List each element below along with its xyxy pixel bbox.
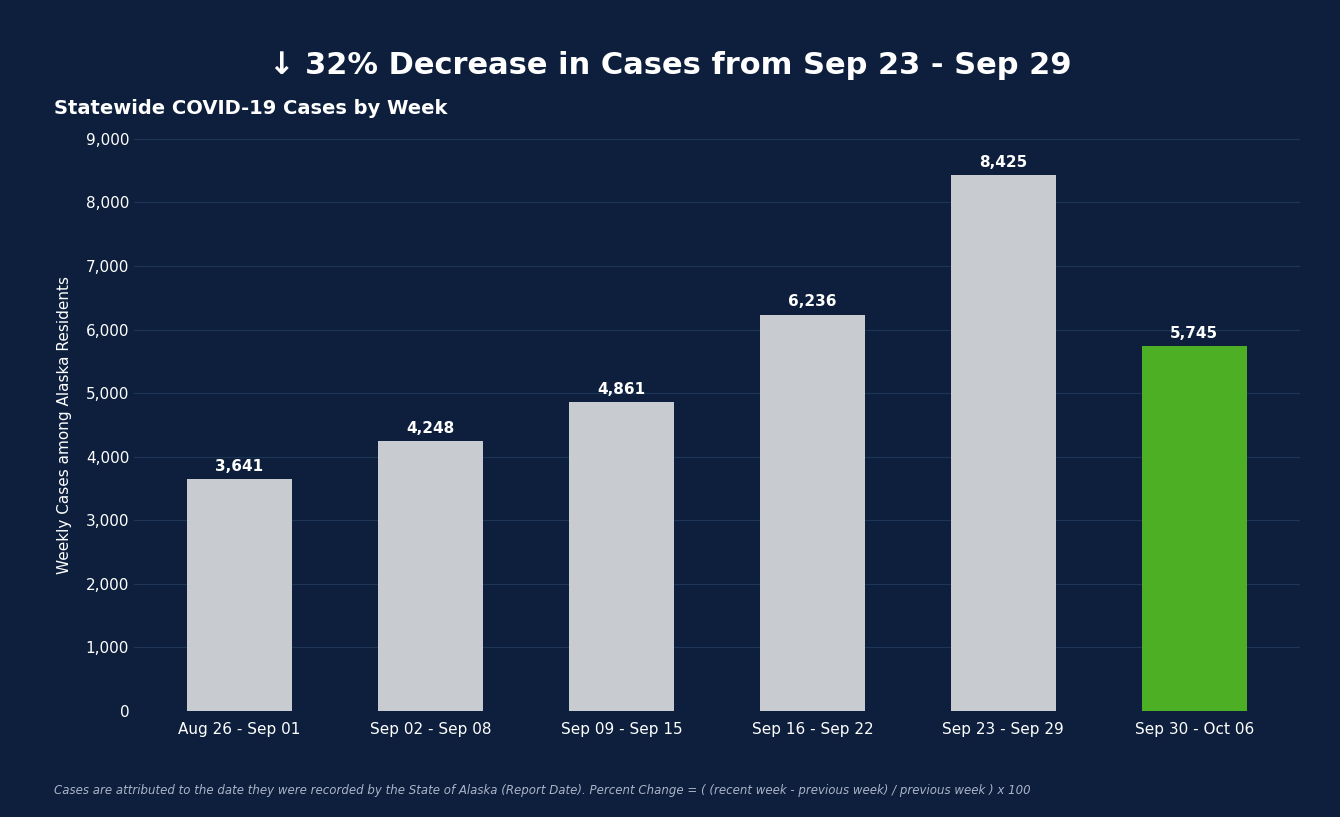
Bar (570, 402, 674, 711)
Bar (378, 441, 482, 711)
Text: ↓ 32% Decrease in Cases from Sep 23 - Sep 29: ↓ 32% Decrease in Cases from Sep 23 - Se… (269, 51, 1071, 80)
Y-axis label: Weekly Cases among Alaska Residents: Weekly Cases among Alaska Residents (56, 276, 72, 574)
Text: 3,641: 3,641 (216, 459, 264, 475)
Bar (1142, 346, 1246, 711)
Text: 8,425: 8,425 (980, 155, 1028, 171)
Text: Statewide COVID-19 Cases by Week: Statewide COVID-19 Cases by Week (54, 99, 448, 118)
Bar (951, 176, 1056, 711)
Text: Cases are attributed to the date they were recorded by the State of Alaska (Repo: Cases are attributed to the date they we… (54, 784, 1030, 797)
Bar (188, 480, 292, 711)
Bar (760, 315, 864, 711)
Text: 4,861: 4,861 (598, 382, 646, 397)
Text: 5,745: 5,745 (1170, 326, 1218, 341)
Text: 4,248: 4,248 (406, 421, 454, 435)
Text: 6,236: 6,236 (788, 294, 836, 310)
